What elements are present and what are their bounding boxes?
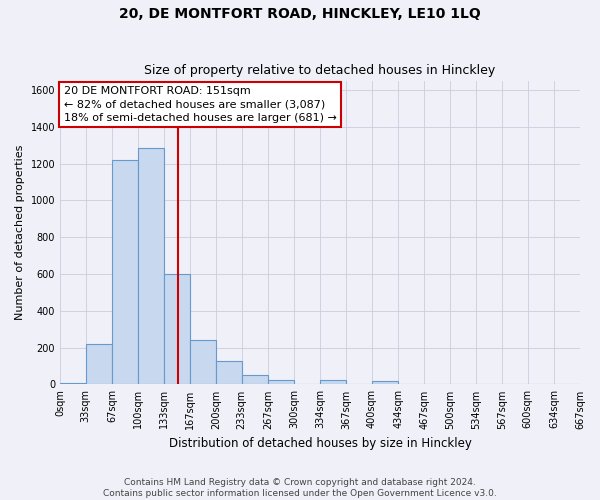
Bar (320, 380, 346, 384)
Title: Size of property relative to detached houses in Hinckley: Size of property relative to detached ho… (145, 64, 496, 77)
Bar (86, 344, 112, 385)
Text: 20 DE MONTFORT ROAD: 151sqm
← 82% of detached houses are smaller (3,087)
18% of : 20 DE MONTFORT ROAD: 151sqm ← 82% of det… (64, 86, 337, 123)
Bar (242, 375, 268, 384)
Bar (138, 148, 164, 384)
X-axis label: Distribution of detached houses by size in Hinckley: Distribution of detached houses by size … (169, 437, 472, 450)
Bar (60, 382, 86, 384)
Bar (268, 380, 294, 384)
Y-axis label: Number of detached properties: Number of detached properties (15, 145, 25, 320)
Text: 20, DE MONTFORT ROAD, HINCKLEY, LE10 1LQ: 20, DE MONTFORT ROAD, HINCKLEY, LE10 1LQ (119, 8, 481, 22)
Bar (112, 160, 138, 384)
Bar (372, 381, 398, 384)
Bar (164, 274, 190, 384)
Bar (216, 360, 242, 384)
Text: Contains HM Land Registry data © Crown copyright and database right 2024.
Contai: Contains HM Land Registry data © Crown c… (103, 478, 497, 498)
Bar (190, 340, 216, 384)
